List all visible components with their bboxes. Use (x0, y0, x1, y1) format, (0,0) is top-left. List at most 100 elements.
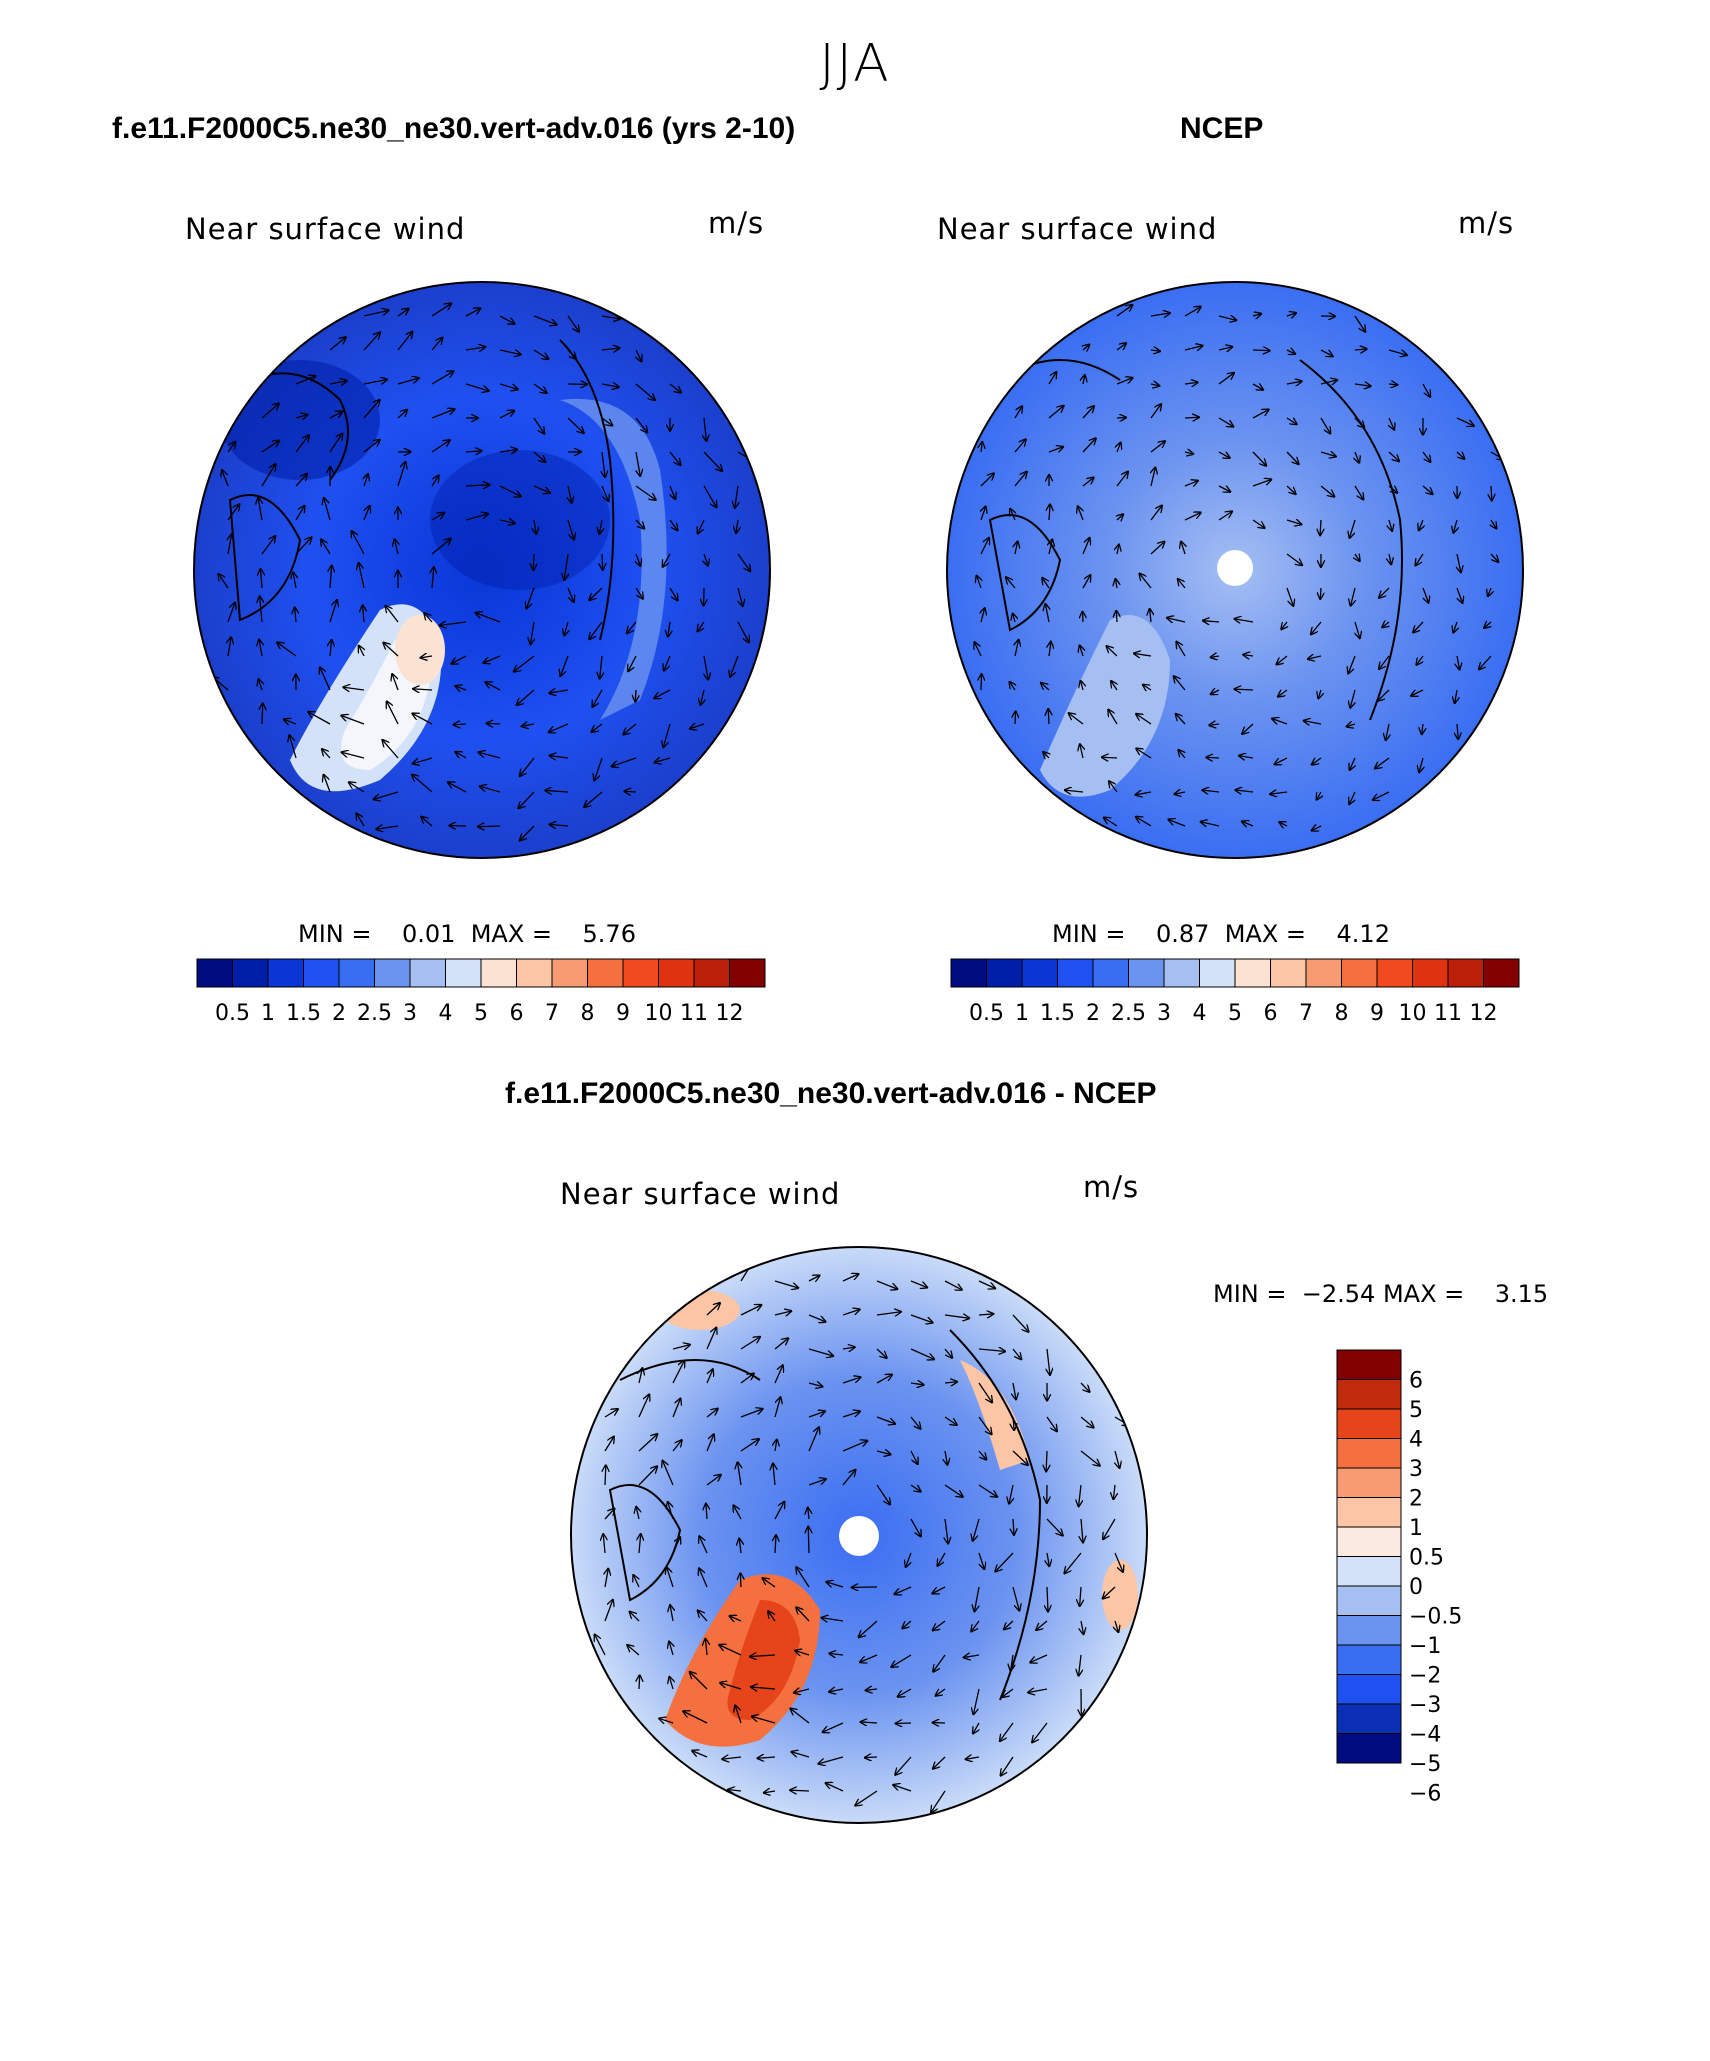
obs-wind-arrow (1252, 384, 1263, 390)
obs-wind-arrow (1422, 723, 1423, 734)
obs-wind-arrow (1174, 676, 1186, 691)
obs-wind-arrow (1117, 514, 1123, 520)
diff-wind-arrow (638, 1434, 657, 1452)
obs-wind-arrow (1150, 350, 1160, 351)
diff-wind-arrow (944, 1348, 952, 1358)
diff-wind-arrow (730, 1616, 742, 1621)
model-colorbar-swatch (587, 958, 624, 988)
obs-wind-arrow (1354, 315, 1365, 331)
model-wind-arrow (377, 826, 399, 829)
obs-colorbar-tick-label: 12 (1470, 1001, 1498, 1026)
obs-wind-arrow (1388, 451, 1399, 461)
obs-wind-arrow (1014, 440, 1026, 453)
diff-colorbar-tick-label: 2 (1409, 1487, 1423, 1512)
obs-wind-arrow (1048, 372, 1056, 385)
obs-wind-arrow (1252, 350, 1269, 351)
model-wind-arrow (601, 384, 619, 387)
model-colorbar-tick-label: 7 (545, 1001, 559, 1026)
model-wind-arrow (352, 531, 365, 555)
diff-wind-arrow (663, 1461, 674, 1486)
obs-wind-arrow (1015, 712, 1016, 725)
model-wind-arrow (599, 519, 602, 534)
model-wind-arrow (704, 553, 708, 565)
model-colorbar-swatch (480, 958, 517, 988)
model-max-label: MAX = (470, 920, 553, 948)
diff-wind-arrow (1036, 1620, 1048, 1630)
obs-wind-arrow (1252, 451, 1266, 465)
obs-wind-arrow (1456, 452, 1464, 459)
diff-min-label: MIN = (1213, 1280, 1287, 1308)
obs-wind-arrow (1203, 621, 1220, 622)
diff-wind-arrow (670, 1605, 673, 1622)
obs-wind-arrow (1010, 509, 1015, 521)
diff-wind-arrow (638, 1467, 657, 1486)
diff-colorbar-swatch (1336, 1349, 1402, 1380)
diff-wind-arrow (794, 1689, 810, 1693)
diff-wind-arrow (740, 1305, 761, 1316)
obs-wind-arrow (1211, 690, 1220, 694)
model-colorbar-swatch (445, 958, 482, 988)
diff-wind-arrow (865, 1757, 878, 1758)
diff-wind-arrow (751, 1687, 776, 1689)
diff-wind-arrow (740, 1409, 762, 1418)
obs-wind-arrow (1355, 554, 1359, 561)
diff-wind-arrow (876, 1375, 892, 1384)
obs-wind-arrow (1218, 316, 1236, 320)
diff-colorbar-swatch (1336, 1556, 1402, 1587)
obs-wind-arrow (981, 608, 985, 623)
diff-wind-arrow (808, 1527, 809, 1554)
diff-min-value: −2.54 (1301, 1280, 1376, 1308)
obs-wind-arrow (1252, 519, 1264, 528)
obs-wind-arrow (1218, 373, 1234, 385)
model-wind-arrow (533, 485, 550, 493)
diff-wind-arrow (672, 1537, 680, 1554)
model-wind-arrow (261, 536, 275, 555)
obs-wind-arrow (1218, 486, 1230, 492)
diff-wind-arrow (944, 1280, 962, 1290)
obs-wind-arrow (1278, 690, 1288, 696)
diff-wind-arrow (672, 1345, 690, 1349)
model-wind-arrow (550, 824, 569, 826)
diff-wind-arrow (944, 1382, 957, 1383)
obs-wind-arrow (1373, 791, 1390, 800)
obs-wind-arrow (1134, 653, 1152, 656)
diff-wind-arrow (763, 1578, 776, 1588)
obs-wind-arrow (1065, 790, 1084, 792)
model-colorbar-swatch (374, 958, 411, 988)
diff-wind-arrow (672, 1361, 684, 1384)
diff-wind-arrow (819, 1756, 844, 1764)
diff-wind-arrow (842, 1347, 854, 1349)
diff-wind-arrow (672, 1399, 680, 1418)
obs-wind-arrow (1286, 350, 1295, 354)
model-wind-arrow (635, 689, 636, 701)
diff-wind-arrow (974, 1688, 980, 1714)
model-wind-arrow (703, 451, 722, 471)
obs-wind-arrow (1218, 452, 1229, 458)
model-wind-arrow (668, 621, 670, 636)
model-wind-arrow (600, 655, 602, 678)
diff-wind-arrow (910, 1314, 932, 1323)
diff-wind-arrow (638, 1395, 649, 1418)
model-wind-arrow (349, 782, 365, 793)
obs-wind-arrow (1104, 818, 1118, 827)
model-wind-arrow (359, 563, 365, 589)
model-wind-arrow (567, 349, 576, 359)
obs-colorbar-swatch (1376, 958, 1413, 988)
model-wind-arrow (567, 417, 584, 433)
obs-colorbar-tick-label: 2 (1086, 1001, 1100, 1026)
obs-colorbar-tick-label: 10 (1399, 1001, 1427, 1026)
diff-wind-arrow (892, 1654, 912, 1667)
obs-wind-arrow (1045, 604, 1049, 623)
model-wind-arrow (330, 566, 332, 589)
diff-wind-arrow (978, 1280, 995, 1288)
model-wind-arrow (546, 790, 569, 792)
obs-wind-arrow (1252, 480, 1271, 487)
diff-stats: MIN = −2.54 MAX = 3.15 (1213, 1280, 1548, 1308)
obs-wind-arrow (1014, 406, 1022, 419)
diff-wind-arrow (826, 1783, 844, 1792)
model-wind-arrow (363, 606, 364, 623)
obs-colorbar-tick-label: 6 (1264, 1001, 1278, 1026)
diff-wind-arrow (792, 1752, 810, 1758)
model-wind-arrow (222, 470, 229, 487)
